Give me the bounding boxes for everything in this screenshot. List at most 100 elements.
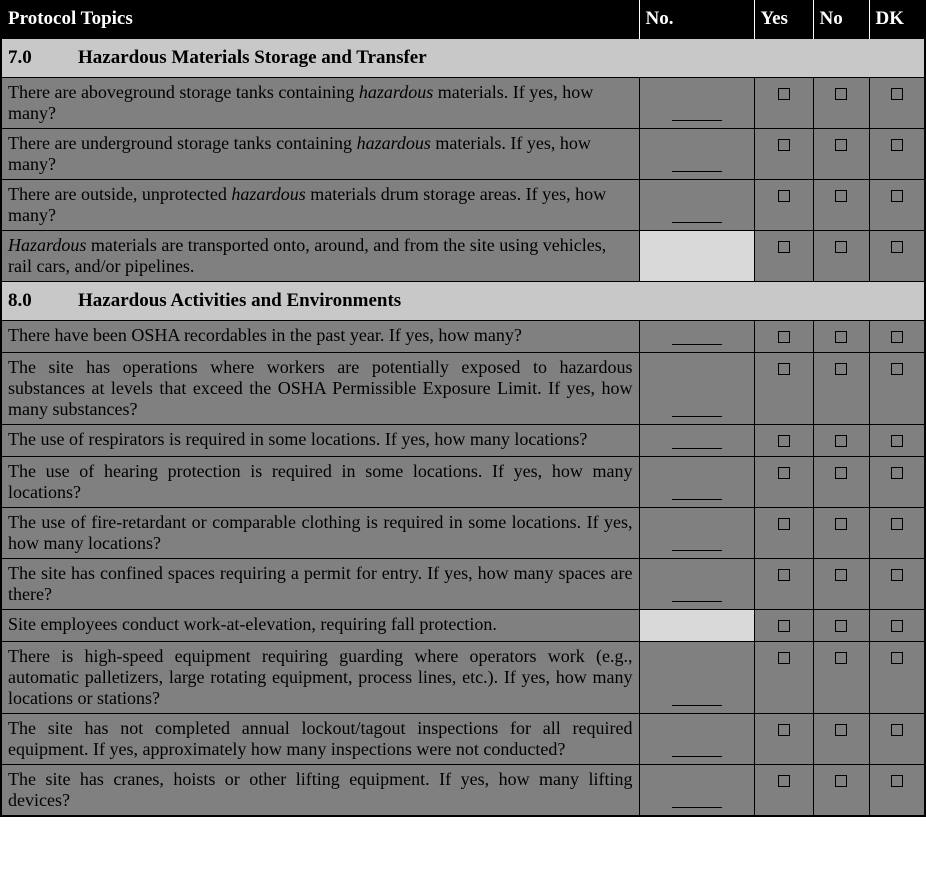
number-input-cell[interactable] bbox=[639, 129, 754, 180]
checkbox-cell-yes bbox=[754, 353, 813, 425]
checkbox-cell-yes bbox=[754, 508, 813, 559]
checkbox-no[interactable] bbox=[835, 190, 847, 202]
checkbox-yes[interactable] bbox=[778, 620, 790, 632]
number-input-cell[interactable] bbox=[639, 180, 754, 231]
checkbox-cell-dk bbox=[869, 129, 924, 180]
checkbox-yes[interactable] bbox=[778, 569, 790, 581]
checkbox-no[interactable] bbox=[835, 620, 847, 632]
question-row: The site has operations where workers ar… bbox=[2, 353, 924, 425]
question-row: The use of hearing protection is require… bbox=[2, 457, 924, 508]
col-header-no2: No bbox=[813, 0, 869, 39]
checkbox-cell-yes bbox=[754, 610, 813, 642]
checkbox-dk[interactable] bbox=[891, 620, 903, 632]
checkbox-cell-no bbox=[813, 642, 869, 714]
checkbox-cell-yes bbox=[754, 642, 813, 714]
number-input-cell[interactable] bbox=[639, 425, 754, 457]
header-row: Protocol Topics No. Yes No DK bbox=[2, 0, 924, 39]
section-title: 8.0Hazardous Activities and Environments bbox=[2, 282, 924, 321]
number-blank[interactable] bbox=[672, 792, 722, 808]
checkbox-no[interactable] bbox=[835, 724, 847, 736]
question-text: The use of respirators is required in so… bbox=[2, 425, 639, 457]
question-row: There are aboveground storage tanks cont… bbox=[2, 78, 924, 129]
number-blank[interactable] bbox=[672, 207, 722, 223]
number-blank[interactable] bbox=[672, 535, 722, 551]
number-blank[interactable] bbox=[672, 329, 722, 345]
checkbox-dk[interactable] bbox=[891, 518, 903, 530]
number-input-cell[interactable] bbox=[639, 765, 754, 816]
number-input-cell[interactable] bbox=[639, 353, 754, 425]
checkbox-yes[interactable] bbox=[778, 241, 790, 253]
checkbox-cell-dk bbox=[869, 78, 924, 129]
number-blank[interactable] bbox=[672, 586, 722, 602]
checkbox-dk[interactable] bbox=[891, 331, 903, 343]
checkbox-dk[interactable] bbox=[891, 88, 903, 100]
checkbox-yes[interactable] bbox=[778, 467, 790, 479]
number-blank[interactable] bbox=[672, 401, 722, 417]
number-blank[interactable] bbox=[672, 156, 722, 172]
number-blank[interactable] bbox=[672, 484, 722, 500]
number-input-cell[interactable] bbox=[639, 559, 754, 610]
number-blank[interactable] bbox=[672, 433, 722, 449]
checkbox-dk[interactable] bbox=[891, 724, 903, 736]
checkbox-cell-dk bbox=[869, 508, 924, 559]
checkbox-cell-yes bbox=[754, 321, 813, 353]
checkbox-cell-dk bbox=[869, 610, 924, 642]
checkbox-no[interactable] bbox=[835, 518, 847, 530]
checkbox-dk[interactable] bbox=[891, 467, 903, 479]
checkbox-dk[interactable] bbox=[891, 363, 903, 375]
checkbox-no[interactable] bbox=[835, 139, 847, 151]
question-row: The site has confined spaces requiring a… bbox=[2, 559, 924, 610]
checkbox-no[interactable] bbox=[835, 331, 847, 343]
checkbox-yes[interactable] bbox=[778, 88, 790, 100]
checkbox-yes[interactable] bbox=[778, 518, 790, 530]
col-header-topic: Protocol Topics bbox=[2, 0, 639, 39]
checkbox-cell-no bbox=[813, 457, 869, 508]
checkbox-dk[interactable] bbox=[891, 775, 903, 787]
checkbox-dk[interactable] bbox=[891, 435, 903, 447]
question-row: The use of respirators is required in so… bbox=[2, 425, 924, 457]
checkbox-yes[interactable] bbox=[778, 139, 790, 151]
checkbox-no[interactable] bbox=[835, 569, 847, 581]
checkbox-yes[interactable] bbox=[778, 331, 790, 343]
question-row: Hazardous materials are transported onto… bbox=[2, 231, 924, 282]
question-text: The site has operations where workers ar… bbox=[2, 353, 639, 425]
number-input-cell[interactable] bbox=[639, 642, 754, 714]
question-text: Site employees conduct work-at-elevation… bbox=[2, 610, 639, 642]
checkbox-dk[interactable] bbox=[891, 241, 903, 253]
number-input-cell[interactable] bbox=[639, 714, 754, 765]
checkbox-yes[interactable] bbox=[778, 652, 790, 664]
checkbox-no[interactable] bbox=[835, 241, 847, 253]
checkbox-cell-dk bbox=[869, 231, 924, 282]
checkbox-no[interactable] bbox=[835, 88, 847, 100]
number-input-cell[interactable] bbox=[639, 457, 754, 508]
checkbox-yes[interactable] bbox=[778, 724, 790, 736]
col-header-yes: Yes bbox=[754, 0, 813, 39]
question-row: The site has not completed annual lockou… bbox=[2, 714, 924, 765]
checkbox-dk[interactable] bbox=[891, 652, 903, 664]
number-blank[interactable] bbox=[672, 690, 722, 706]
checkbox-yes[interactable] bbox=[778, 190, 790, 202]
checkbox-cell-no bbox=[813, 508, 869, 559]
checkbox-no[interactable] bbox=[835, 435, 847, 447]
question-text: There are outside, unprotected hazardous… bbox=[2, 180, 639, 231]
checkbox-dk[interactable] bbox=[891, 190, 903, 202]
checkbox-yes[interactable] bbox=[778, 775, 790, 787]
number-input-cell[interactable] bbox=[639, 508, 754, 559]
number-input-cell[interactable] bbox=[639, 78, 754, 129]
checkbox-cell-no bbox=[813, 321, 869, 353]
checkbox-no[interactable] bbox=[835, 775, 847, 787]
checkbox-dk[interactable] bbox=[891, 139, 903, 151]
checkbox-cell-dk bbox=[869, 765, 924, 816]
checkbox-yes[interactable] bbox=[778, 363, 790, 375]
checkbox-cell-no bbox=[813, 129, 869, 180]
checkbox-dk[interactable] bbox=[891, 569, 903, 581]
number-blank[interactable] bbox=[672, 105, 722, 121]
question-text: The site has cranes, hoists or other lif… bbox=[2, 765, 639, 816]
number-blank[interactable] bbox=[672, 741, 722, 757]
checkbox-no[interactable] bbox=[835, 652, 847, 664]
question-row: There are underground storage tanks cont… bbox=[2, 129, 924, 180]
number-input-cell[interactable] bbox=[639, 321, 754, 353]
checkbox-yes[interactable] bbox=[778, 435, 790, 447]
checkbox-no[interactable] bbox=[835, 467, 847, 479]
checkbox-no[interactable] bbox=[835, 363, 847, 375]
